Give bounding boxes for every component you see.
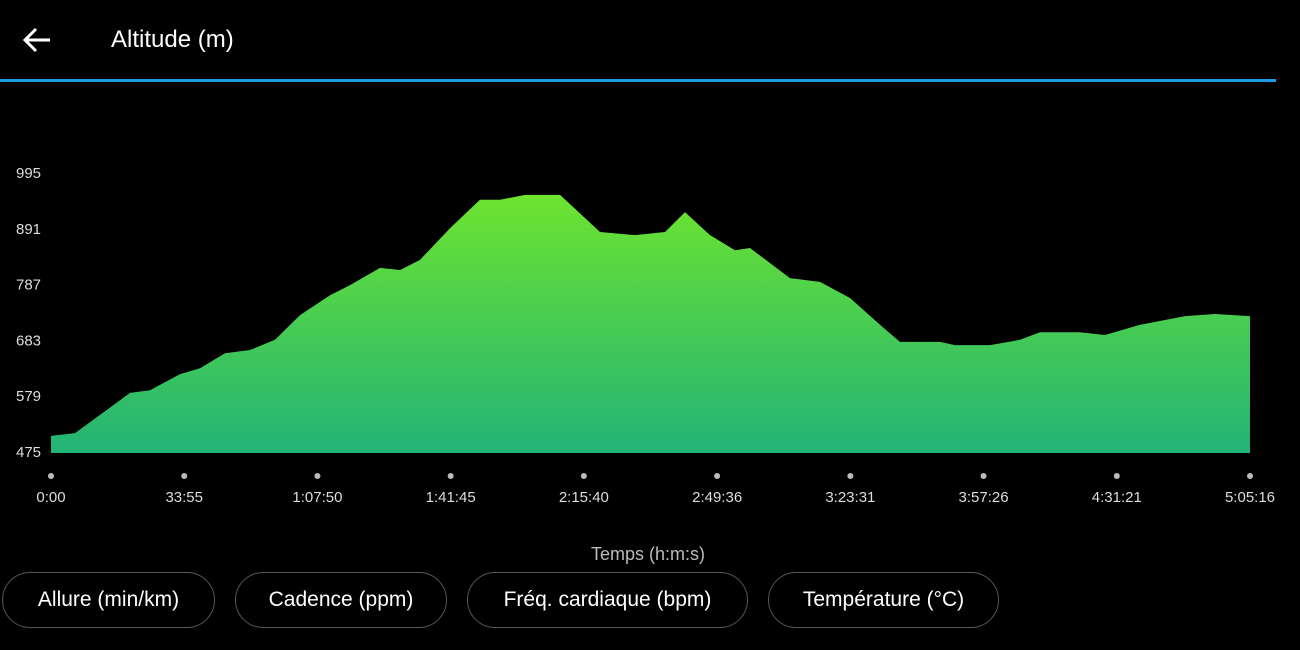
- back-button[interactable]: [22, 26, 54, 54]
- y-tick-label: 891: [16, 221, 41, 238]
- x-tick-label: 2:49:36: [692, 489, 742, 506]
- y-tick-label: 787: [16, 277, 41, 294]
- x-tick-dot: [48, 473, 54, 479]
- x-tick-dot: [580, 473, 587, 479]
- header-title: Altitude (m): [111, 26, 234, 53]
- x-tick-dot: [980, 473, 987, 479]
- x-tick-dot: [314, 473, 321, 479]
- x-tick-dot: [181, 473, 188, 479]
- x-tick-label: 1:07:50: [292, 489, 342, 506]
- x-tick-label: 4:31:21: [1092, 489, 1142, 506]
- x-tick-label: 1:41:45: [426, 489, 476, 506]
- header-rule: [0, 79, 1276, 82]
- y-tick-label: 475: [16, 444, 41, 461]
- y-tick-label: 995: [16, 165, 41, 182]
- y-tick-label: 683: [16, 332, 41, 349]
- chart: Temps (h:m:s) 475 579 683 787 891 995 0:00 33:5…: [16, 165, 1275, 564]
- x-tick-dot: [447, 473, 454, 479]
- x-tick-dot: [847, 473, 854, 479]
- metric-chip[interactable]: Température (°C): [768, 572, 999, 628]
- x-axis-label: Temps (h:m:s): [591, 544, 705, 564]
- x-tick-label: 2:15:40: [559, 489, 609, 506]
- x-tick-label: 33:55: [165, 489, 203, 506]
- metric-chip[interactable]: Cadence (ppm): [235, 572, 447, 628]
- x-tick-label: 5:05:16: [1225, 489, 1275, 506]
- x-tick-dot: [1113, 473, 1120, 479]
- x-tick-dot: [1247, 473, 1253, 479]
- x-tick-label: 3:23:31: [825, 489, 875, 506]
- x-tick-label: 3:57:26: [959, 489, 1009, 506]
- y-tick-label: 579: [16, 388, 41, 405]
- x-tick-label: 0:00: [36, 489, 65, 506]
- altitude-area: [51, 194, 1250, 454]
- metric-chip[interactable]: Fréq. cardiaque (bpm): [467, 572, 748, 628]
- x-tick-dot: [714, 473, 721, 479]
- metric-chip[interactable]: Allure (min/km): [2, 572, 215, 628]
